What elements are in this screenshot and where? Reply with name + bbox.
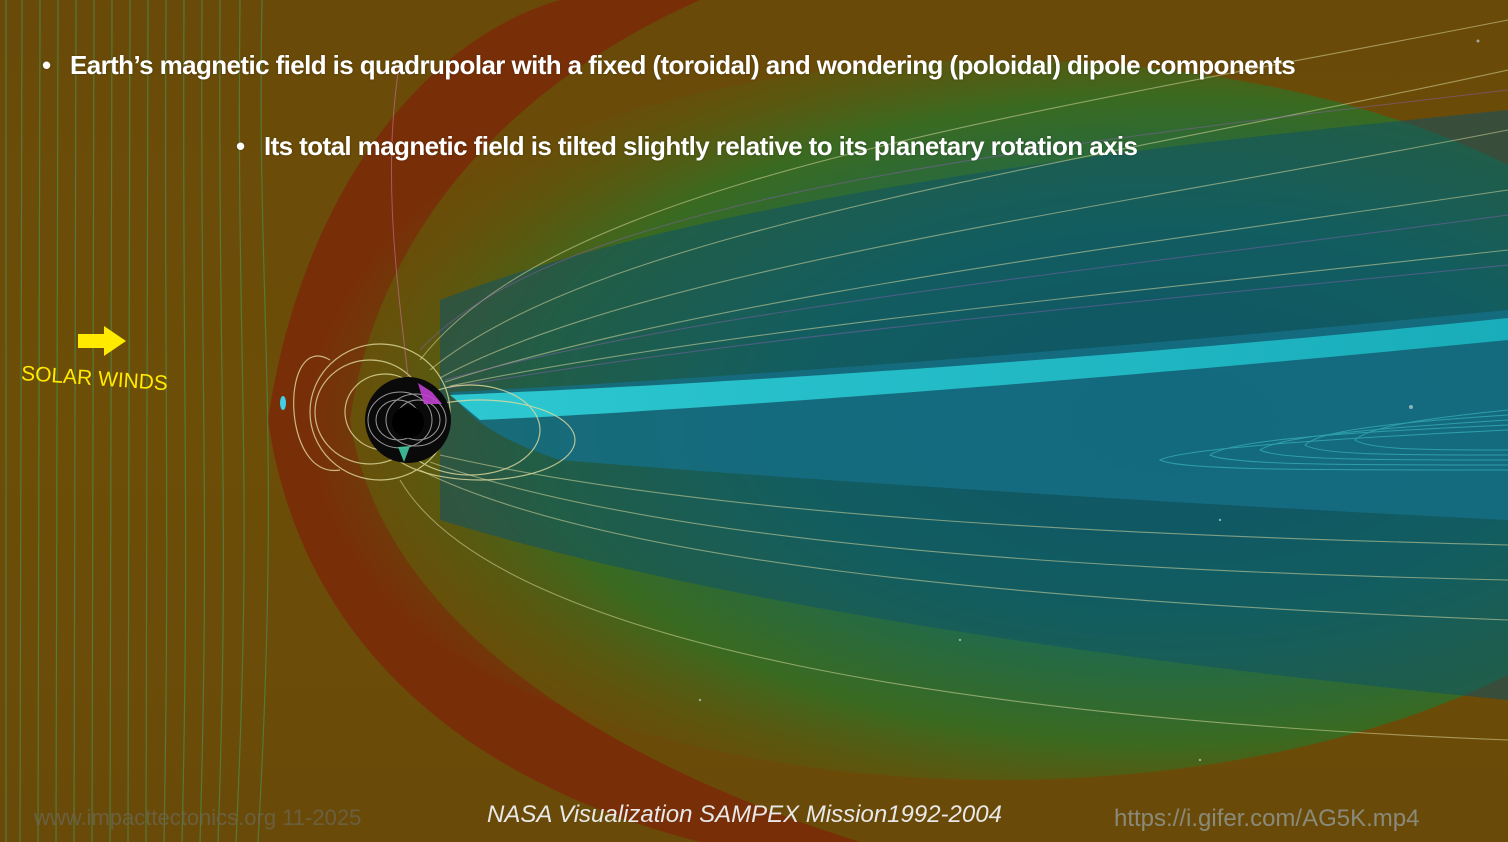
website-credit: www.impacttectonics.org 11-2025 <box>34 805 362 830</box>
bullet-point: • Its total magnetic field is tilted slig… <box>236 131 1138 162</box>
source-caption: NASA Visualization SAMPEX Mission1992-20… <box>487 801 1002 828</box>
bullet-point: • Earth’s magnetic field is quadrupolar w… <box>42 50 1296 81</box>
bullet-text-quadrupolar: Earth’s magnetic field is quadrupolar wi… <box>70 50 1296 80</box>
bullet-glyph: • <box>42 50 51 80</box>
bullet-glyph: • <box>236 131 245 161</box>
bullet-text-tilt: Its total magnetic field is tilted sligh… <box>264 131 1138 161</box>
video-url[interactable]: https://i.gifer.com/AG5K.mp4 <box>1114 805 1420 832</box>
right-arrow-icon <box>78 326 126 356</box>
